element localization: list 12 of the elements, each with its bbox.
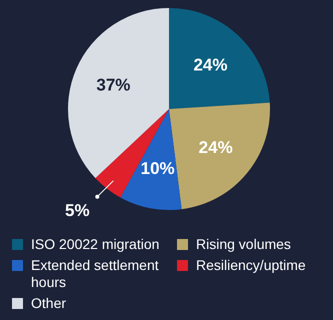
data-label: 10%: [140, 159, 175, 178]
legend-label: Resiliency/uptime: [196, 257, 306, 274]
legend-label: Extended settlement hours: [31, 257, 160, 291]
data-label: 5%: [65, 201, 90, 220]
data-label: 24%: [193, 55, 228, 74]
legend-label: Rising volumes: [196, 236, 291, 253]
pie-slice: [169, 8, 270, 109]
legend-label: Other: [31, 295, 66, 312]
data-label: 37%: [96, 75, 130, 94]
pie-slice: [120, 109, 182, 210]
legend-label: ISO 20022 migration: [31, 236, 160, 253]
data-label: 24%: [198, 138, 233, 158]
